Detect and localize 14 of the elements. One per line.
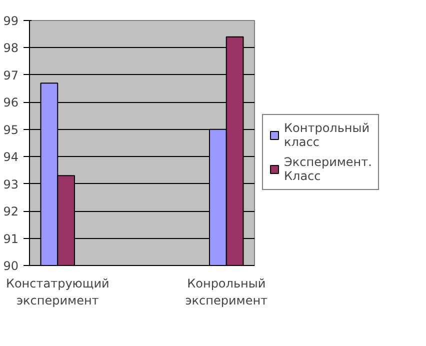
- y-tick-label: 91: [3, 232, 19, 246]
- y-tick-label: 99: [3, 14, 19, 28]
- y-tick-label: 93: [3, 177, 19, 192]
- y-tick-label: 90: [3, 259, 19, 273]
- y-tick-label: 97: [3, 68, 19, 82]
- y-tick-label: 92: [3, 204, 19, 219]
- y-tick-label: 95: [3, 122, 19, 137]
- y-tick-label: 96: [3, 96, 19, 110]
- x-tick-label: Констатрующий эксперимент: [6, 276, 110, 308]
- legend-label: Контрольный класс: [284, 121, 370, 149]
- legend-label: Эксперимент. Класс: [284, 155, 372, 183]
- y-tick-label: 94: [3, 150, 19, 164]
- y-tick-label: 98: [3, 41, 19, 56]
- x-tick-label: Конрольный эксперимент: [185, 276, 268, 308]
